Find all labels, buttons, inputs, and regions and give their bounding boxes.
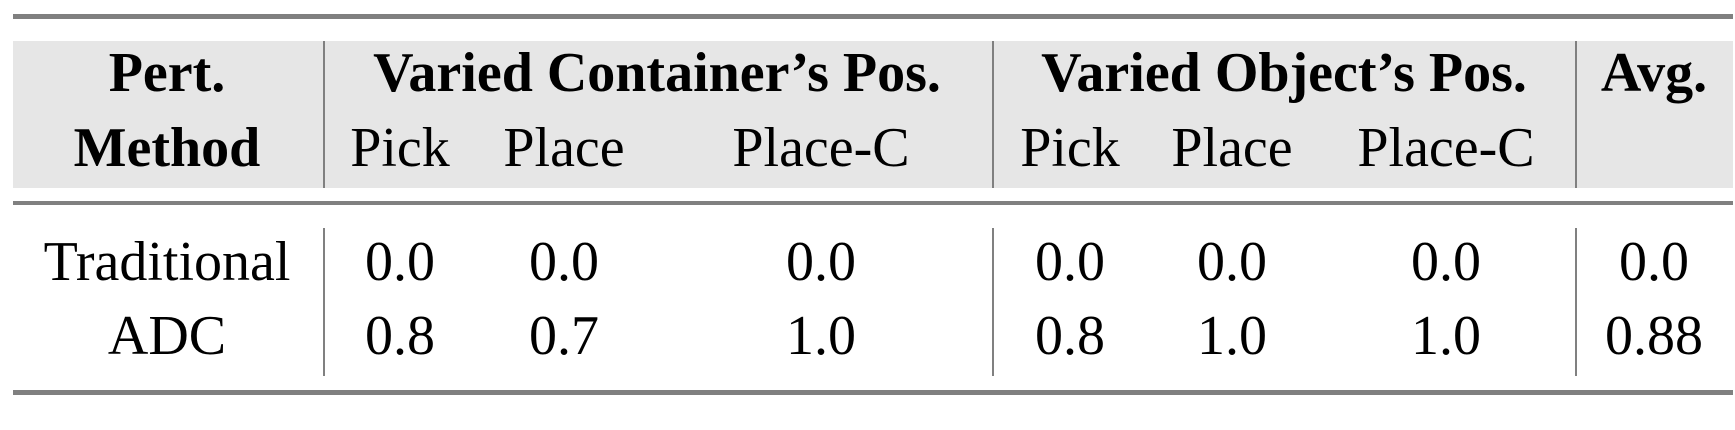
- mid-rule: [13, 201, 1733, 205]
- divider: [1575, 41, 1577, 188]
- header-group-container: Varied Container’s Pos.: [373, 42, 941, 104]
- cell: 0.0: [786, 231, 856, 293]
- header-col: Place-C: [1357, 117, 1535, 179]
- header-method: Method: [73, 117, 261, 179]
- cell: 0.7: [529, 305, 599, 367]
- cell: 0.8: [1035, 305, 1105, 367]
- cell-avg: 0.0: [1619, 231, 1689, 293]
- row-method: Traditional: [43, 231, 291, 293]
- cell: 0.0: [529, 231, 599, 293]
- header-col: Place: [1171, 117, 1293, 179]
- top-rule: [13, 14, 1733, 19]
- header-col: Place: [503, 117, 625, 179]
- divider: [992, 41, 994, 188]
- header-col: Pick: [1020, 117, 1120, 179]
- cell: 1.0: [1411, 305, 1481, 367]
- header-col: Place-C: [732, 117, 910, 179]
- cell: 0.0: [1035, 231, 1105, 293]
- header-group-object: Varied Object’s Pos.: [1041, 42, 1527, 104]
- header-background: [13, 41, 1733, 188]
- cell: 0.0: [365, 231, 435, 293]
- bottom-rule: [13, 390, 1733, 395]
- header-col: Pick: [350, 117, 450, 179]
- cell: 0.0: [1411, 231, 1481, 293]
- cell-avg: 0.88: [1605, 305, 1703, 367]
- divider: [323, 228, 325, 376]
- divider: [992, 228, 994, 376]
- row-method: ADC: [107, 305, 227, 367]
- cell: 0.8: [365, 305, 435, 367]
- header-avg: Avg.: [1600, 42, 1708, 104]
- divider: [1575, 228, 1577, 376]
- header-pert: Pert.: [108, 42, 226, 104]
- cell: 1.0: [1197, 305, 1267, 367]
- cell: 1.0: [786, 305, 856, 367]
- divider: [323, 41, 325, 188]
- cell: 0.0: [1197, 231, 1267, 293]
